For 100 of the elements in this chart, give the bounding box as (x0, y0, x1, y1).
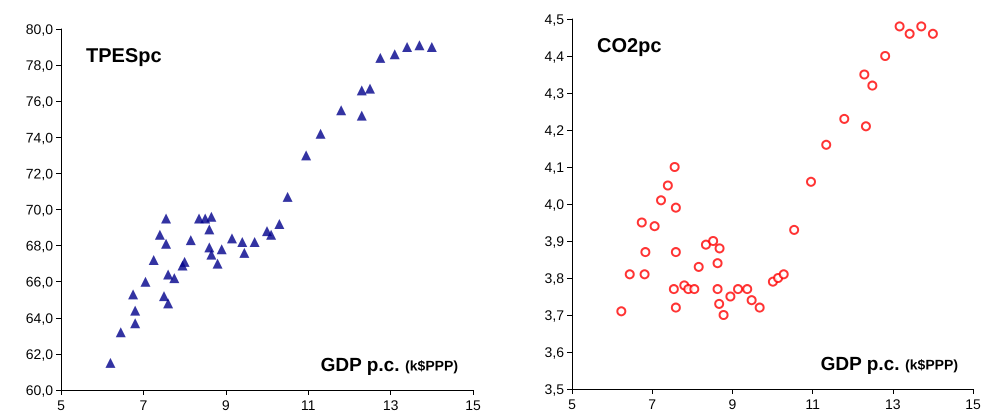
text: TPESpc (86, 45, 162, 67)
y-tick-label: 72,0 (26, 165, 54, 182)
point (725, 292, 736, 302)
point (867, 80, 878, 91)
y-tick-label: 4,2 (544, 122, 564, 138)
x-tick-label: 11 (300, 397, 316, 413)
point (733, 284, 744, 294)
x-axis-title: GDP p.c. (k$PPP) (320, 355, 458, 376)
point (700, 240, 711, 250)
y-tick-label: 74,0 (26, 129, 54, 146)
point (860, 121, 871, 132)
y-tick-label: 3,8 (544, 270, 564, 286)
point (904, 28, 915, 39)
text: CO2pc (597, 35, 662, 57)
y-tick-label: 64,0 (26, 310, 54, 326)
point (670, 162, 680, 172)
point (163, 269, 174, 280)
point (206, 212, 216, 222)
y-tick-label: 70,0 (26, 202, 54, 218)
point (365, 84, 375, 94)
point (356, 110, 367, 121)
point (789, 224, 800, 235)
x-tick-label: 15 (965, 396, 981, 412)
point (714, 298, 724, 309)
x-tick-label: 15 (465, 397, 481, 413)
y-tick-label: 4,1 (544, 159, 564, 175)
point (266, 230, 276, 240)
point (714, 243, 725, 254)
point (624, 269, 635, 280)
point (282, 192, 293, 202)
point (216, 244, 227, 254)
point (180, 256, 190, 267)
point (656, 195, 666, 206)
point (250, 236, 260, 247)
point (301, 150, 312, 160)
y-tick-label: 4,5 (544, 11, 564, 27)
y-tick-label: 78,0 (26, 57, 54, 74)
point (390, 49, 400, 60)
point (821, 140, 832, 150)
y-tick-label: 66,0 (26, 274, 54, 290)
x-axis-title: GDP p.c. (k$PPP) (820, 354, 958, 375)
point (670, 202, 681, 213)
point (880, 51, 890, 61)
y-tick-label: 68,0 (26, 238, 54, 254)
point (859, 70, 870, 80)
y-tick-label: 3,9 (544, 233, 564, 249)
point (116, 327, 126, 338)
x-tick-label: 11 (805, 396, 820, 412)
point (718, 310, 729, 320)
point (161, 238, 172, 249)
point (670, 302, 681, 313)
point (130, 318, 140, 328)
point (128, 289, 138, 300)
point (186, 235, 196, 246)
y-tick-label: 4,4 (544, 48, 564, 64)
y-tick-label: 3,5 (544, 381, 564, 397)
point (640, 269, 650, 280)
point (204, 242, 214, 252)
x-tick-label: 5 (57, 397, 66, 413)
point (650, 221, 660, 232)
point (426, 42, 437, 52)
point (712, 284, 723, 294)
y-tick-label: 3,7 (544, 307, 564, 323)
y-tick-label: 76,0 (26, 93, 54, 110)
point (206, 250, 216, 260)
point (336, 105, 346, 116)
point (200, 214, 210, 224)
y-tick-label: 3,6 (544, 344, 564, 360)
point (154, 230, 165, 240)
point (894, 21, 905, 32)
x-tick-label: 13 (382, 397, 399, 413)
y-tick-label: 62,0 (26, 346, 54, 362)
point (754, 302, 765, 313)
point (694, 262, 704, 272)
y-tick-label: 4,0 (544, 196, 564, 212)
point (105, 358, 116, 368)
point (159, 291, 169, 302)
point (356, 85, 367, 96)
x-tick-label: 13 (885, 396, 901, 412)
point (746, 295, 757, 306)
point (130, 306, 140, 316)
point (708, 236, 718, 246)
point (169, 273, 180, 284)
point (226, 233, 237, 244)
point (414, 40, 424, 50)
point (806, 176, 816, 187)
point (778, 269, 789, 280)
point (140, 276, 150, 287)
point (928, 28, 938, 39)
point (375, 52, 386, 63)
x-tick-label: 9 (728, 396, 736, 412)
point (662, 180, 673, 190)
x-tick-label: 9 (222, 397, 230, 413)
point (274, 218, 284, 229)
x-tick-label: 5 (568, 396, 576, 412)
point (161, 214, 172, 224)
point (689, 284, 700, 294)
x-tick-label: 7 (140, 397, 148, 413)
point (237, 236, 248, 247)
y-tick-label: 4,3 (544, 85, 564, 101)
